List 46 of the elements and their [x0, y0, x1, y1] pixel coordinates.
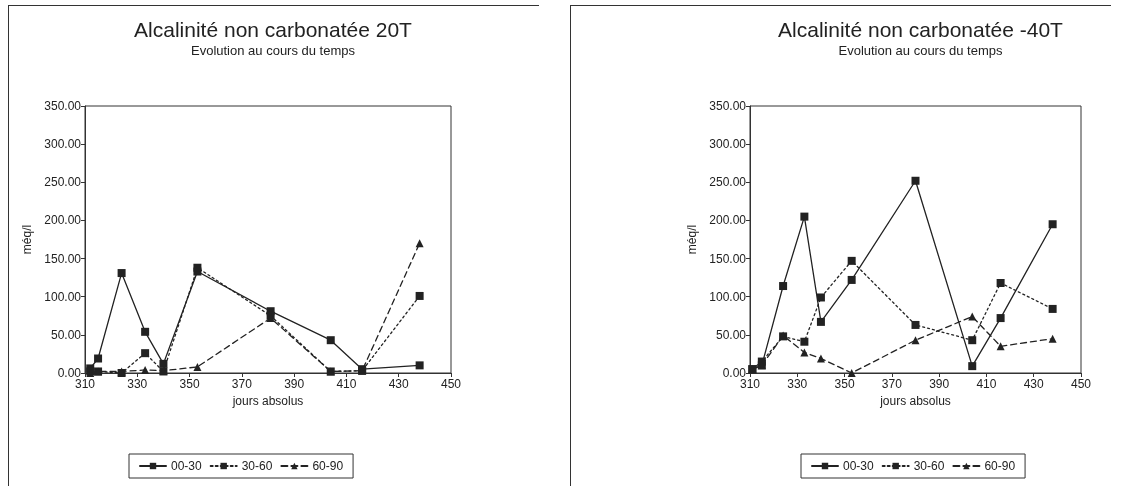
- y-tick-label: 300.00: [44, 137, 82, 152]
- y-tick-label: 350.00: [44, 99, 82, 113]
- x-tick-label: 450: [1070, 377, 1092, 391]
- x-tick-label: 330: [787, 377, 808, 391]
- chart-title: Alcalinité non carbonatée 20T: [134, 18, 413, 41]
- x-axis-title: jours absolus: [231, 394, 304, 408]
- x-tick-label: 390: [284, 377, 305, 391]
- legend-label: 00-30: [171, 459, 203, 473]
- y-tick-label: 0.00: [722, 366, 747, 380]
- y-tick-label: 200.00: [44, 213, 82, 228]
- x-tick-label: 430: [388, 377, 410, 391]
- y-tick-label: 100.00: [709, 289, 747, 304]
- y-tick-label: 250.00: [44, 175, 82, 190]
- y-tick-label: 150.00: [44, 251, 82, 266]
- legend-label: 00-30: [843, 459, 875, 473]
- x-tick-label: 410: [336, 377, 357, 391]
- x-tick-label: 390: [929, 377, 950, 391]
- y-axis-title: méq/l: [685, 224, 699, 255]
- x-axis-title: jours absolus: [879, 394, 951, 408]
- y-axis-title: méq/l: [20, 224, 34, 255]
- x-tick-label: 350: [834, 377, 855, 391]
- x-tick-label: 310: [739, 377, 761, 391]
- legend-label: 60-90: [984, 459, 1016, 473]
- chart-subtitle: Evolution au cours du temps: [190, 43, 356, 58]
- y-tick-label: 350.00: [709, 99, 747, 113]
- y-tick-label: 0.00: [57, 366, 82, 380]
- y-tick-label: 50.00: [50, 327, 82, 342]
- x-tick-label: 330: [127, 377, 148, 391]
- chart-subtitle: Evolution au cours du temps: [838, 43, 1004, 58]
- x-tick-label: 370: [881, 377, 903, 391]
- x-tick-label: 370: [231, 377, 253, 391]
- x-tick-label: 350: [179, 377, 200, 391]
- chart-title: Alcalinité non carbonatée -40T: [778, 18, 1064, 41]
- legend-label: 30-60: [241, 459, 273, 473]
- y-tick-label: 200.00: [709, 213, 747, 228]
- y-tick-label: 250.00: [709, 175, 747, 190]
- x-tick-label: 410: [976, 377, 997, 391]
- x-tick-label: 450: [440, 377, 462, 391]
- x-tick-label: 430: [1023, 377, 1045, 391]
- x-tick-label: 310: [74, 377, 96, 391]
- legend-label: 60-90: [312, 459, 344, 473]
- y-tick-label: 100.00: [44, 289, 82, 304]
- legend-label: 30-60: [913, 459, 945, 473]
- y-tick-label: 300.00: [709, 137, 747, 152]
- y-tick-label: 150.00: [709, 251, 747, 266]
- y-tick-label: 50.00: [715, 327, 747, 342]
